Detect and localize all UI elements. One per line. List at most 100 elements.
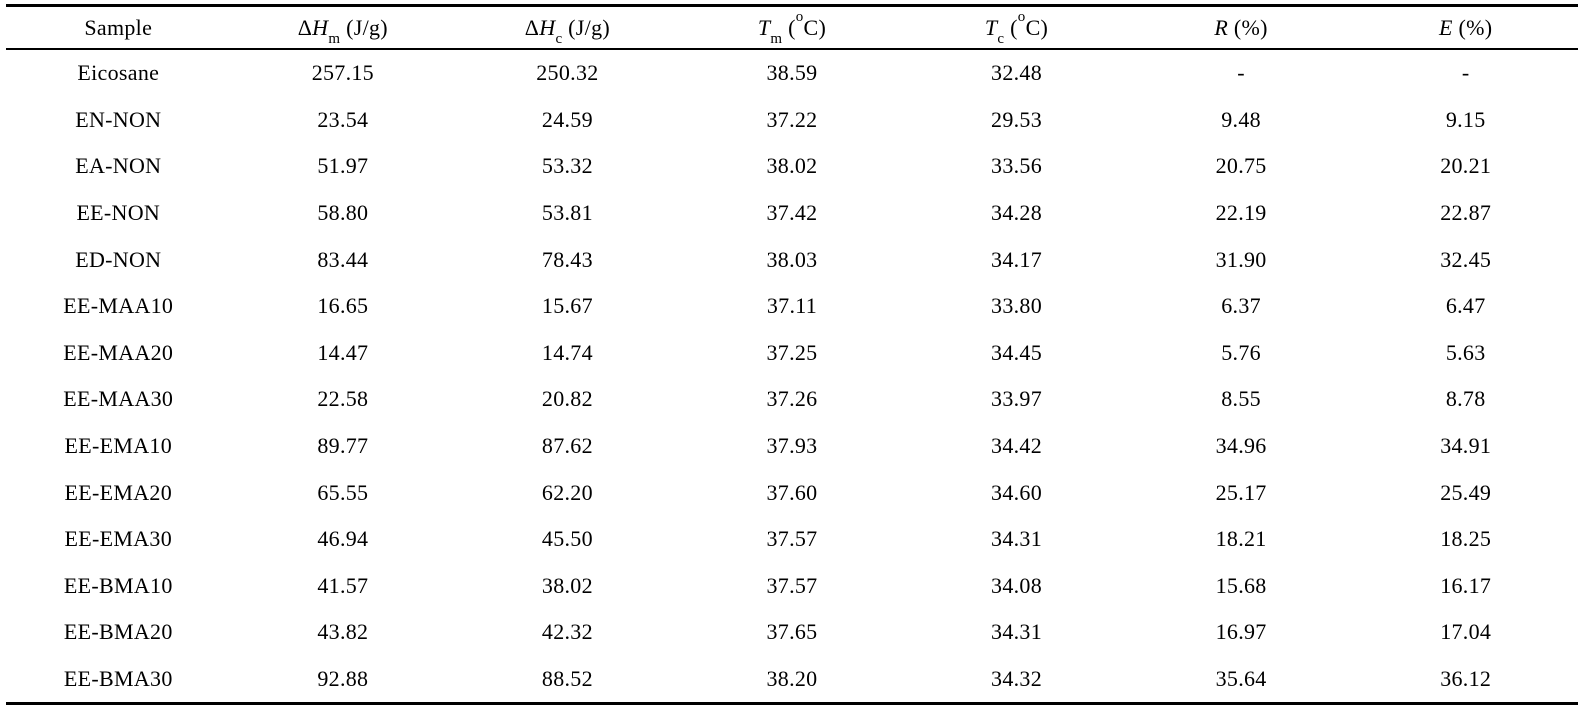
value-cell: 34.42: [991, 433, 1043, 459]
sample-name-cell: EE-MAA20: [63, 339, 174, 365]
value-cell: -: [1237, 60, 1245, 86]
value-cell: 34.17: [991, 246, 1043, 272]
value-cell: 20.75: [1215, 153, 1267, 179]
value-cell: 16.65: [317, 293, 369, 319]
value-cell: 45.50: [541, 526, 593, 552]
table-header: Sample ΔHm (J/g) ΔHc (J/g) Tm (oC) Tc (oC) R …: [6, 6, 1578, 49]
value-cell: 14.74: [541, 339, 593, 365]
value-cell: 20.21: [1440, 153, 1492, 179]
value-cell: 37.26: [766, 386, 818, 412]
value-cell: 38.20: [766, 666, 818, 692]
value-cell: 38.59: [766, 60, 818, 86]
value-cell: 32.45: [1440, 246, 1492, 272]
value-cell: 8.78: [1445, 386, 1486, 412]
value-cell: 58.80: [317, 200, 369, 226]
value-cell: 62.20: [541, 479, 593, 505]
value-cell: 37.11: [766, 293, 818, 319]
value-cell: 25.17: [1215, 479, 1267, 505]
value-cell: 34.96: [1215, 433, 1267, 459]
value-cell: 83.44: [317, 246, 369, 272]
table-row: EE-BMA30 92.88 88.52 38.20 34.32 35.64 36.12: [6, 656, 1578, 704]
value-cell: 46.94: [317, 526, 369, 552]
value-cell: 257.15: [311, 60, 374, 86]
value-cell: 18.25: [1440, 526, 1492, 552]
value-cell: 16.17: [1440, 572, 1492, 598]
sample-name-cell: EN-NON: [75, 106, 162, 132]
value-cell: 34.60: [991, 479, 1043, 505]
table-row: EE-MAA30 22.58 20.82 37.26 33.97 8.55 8.78: [6, 376, 1578, 423]
sample-name-cell: EE-EMA20: [64, 479, 173, 505]
table-row: EE-MAA10 16.65 15.67 37.11 33.80 6.37 6.47: [6, 283, 1578, 330]
table-row: EA-NON 51.97 53.32 38.02 33.56 20.75 20.21: [6, 143, 1578, 190]
value-cell: 5.63: [1445, 339, 1486, 365]
value-cell: 78.43: [541, 246, 593, 272]
value-cell: 29.53: [991, 106, 1043, 132]
table-row: EE-EMA10 89.77 87.62 37.93 34.42 34.96 34.91: [6, 423, 1578, 470]
value-cell: 89.77: [317, 433, 369, 459]
value-cell: 37.25: [766, 339, 818, 365]
sample-name-cell: EE-NON: [76, 200, 161, 226]
value-cell: 22.87: [1440, 200, 1492, 226]
value-cell: 34.08: [991, 572, 1043, 598]
value-cell: 15.67: [541, 293, 593, 319]
value-cell: 22.58: [317, 386, 369, 412]
table-row: EE-BMA20 43.82 42.32 37.65 34.31 16.97 17.04: [6, 609, 1578, 656]
column-header-sample: Sample: [84, 14, 153, 40]
value-cell: 18.21: [1215, 526, 1267, 552]
sample-name-cell: EA-NON: [75, 153, 162, 179]
value-cell: 6.37: [1221, 293, 1261, 319]
value-cell: 17.04: [1440, 619, 1492, 645]
value-cell: 51.97: [317, 153, 369, 179]
value-cell: 34.28: [991, 200, 1043, 226]
sample-name-cell: EE-BMA10: [63, 572, 173, 598]
table-row: Eicosane 257.15 250.32 38.59 32.48 - -: [6, 49, 1578, 97]
column-header-e-percent: E (%): [1438, 14, 1493, 40]
table-row: ED-NON 83.44 78.43 38.03 34.17 31.90 32.45: [6, 236, 1578, 283]
value-cell: 36.12: [1440, 666, 1492, 692]
value-cell: 34.45: [991, 339, 1043, 365]
value-cell: 38.02: [766, 153, 818, 179]
value-cell: 15.68: [1215, 572, 1267, 598]
value-cell: 34.32: [991, 666, 1043, 692]
column-header-delta-h-c: ΔHc (J/g): [524, 14, 611, 47]
value-cell: 34.31: [991, 619, 1043, 645]
value-cell: 42.32: [541, 619, 593, 645]
value-cell: 20.82: [541, 386, 593, 412]
value-cell: 34.91: [1440, 433, 1492, 459]
value-cell: 33.97: [991, 386, 1043, 412]
value-cell: 9.15: [1445, 106, 1486, 132]
value-cell: 92.88: [317, 666, 369, 692]
sample-name-cell: EE-EMA10: [64, 433, 173, 459]
table-row: EE-NON 58.80 53.81 37.42 34.28 22.19 22.87: [6, 190, 1578, 237]
sample-name-cell: Eicosane: [77, 60, 160, 86]
header-row: Sample ΔHm (J/g) ΔHc (J/g) Tm (oC) Tc (oC) R …: [6, 6, 1578, 49]
column-header-delta-h-m: ΔHm (J/g): [297, 14, 388, 47]
value-cell: 87.62: [541, 433, 593, 459]
value-cell: 33.56: [991, 153, 1043, 179]
sample-name-cell: EE-BMA20: [63, 619, 173, 645]
value-cell: 38.02: [541, 572, 593, 598]
value-cell: 35.64: [1215, 666, 1267, 692]
sample-name-cell: EE-EMA30: [64, 526, 173, 552]
sample-name-cell: EE-MAA10: [63, 293, 174, 319]
column-header-r-percent: R (%): [1214, 14, 1268, 40]
table-row: EE-EMA20 65.55 62.20 37.60 34.60 25.17 25.49: [6, 469, 1578, 516]
value-cell: 37.93: [766, 433, 818, 459]
sample-name-cell: EE-MAA30: [63, 386, 174, 412]
sample-name-cell: EE-BMA30: [63, 666, 173, 692]
value-cell: -: [1461, 60, 1470, 86]
value-cell: 33.80: [991, 293, 1043, 319]
paper-table-region: Sample ΔHm (J/g) ΔHc (J/g) Tm (oC) Tc (oC) R …: [6, 4, 1578, 706]
sample-name-cell: ED-NON: [75, 246, 162, 272]
value-cell: 88.52: [541, 666, 593, 692]
column-header-t-c: Tc (oC): [984, 8, 1049, 47]
table-row: EE-EMA30 46.94 45.50 37.57 34.31 18.21 18.25: [6, 516, 1578, 563]
value-cell: 22.19: [1215, 200, 1267, 226]
value-cell: 37.57: [766, 572, 818, 598]
value-cell: 16.97: [1215, 619, 1267, 645]
value-cell: 38.03: [766, 246, 818, 272]
value-cell: 8.55: [1221, 386, 1261, 412]
table-row: EE-MAA20 14.47 14.74 37.25 34.45 5.76 5.63: [6, 330, 1578, 377]
value-cell: 31.90: [1215, 246, 1267, 272]
value-cell: 250.32: [536, 60, 599, 86]
